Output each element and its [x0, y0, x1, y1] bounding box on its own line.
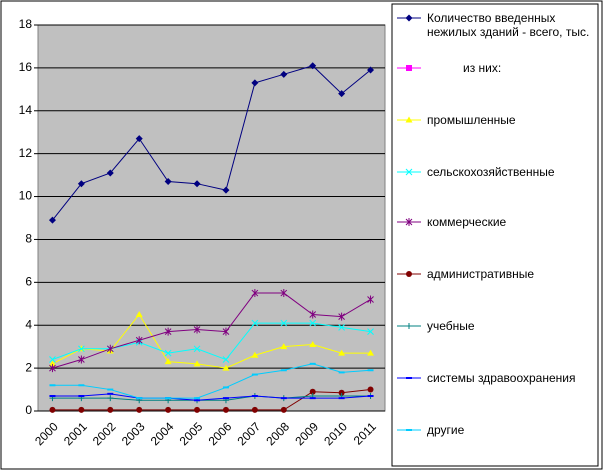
marker — [309, 62, 317, 70]
marker — [280, 343, 288, 350]
marker — [367, 386, 374, 393]
marker — [194, 406, 201, 413]
marker — [107, 395, 114, 402]
marker — [48, 360, 56, 367]
legend-label: сельскохозяйственные — [427, 165, 555, 179]
marker — [222, 406, 229, 413]
marker — [49, 356, 56, 363]
marker — [78, 345, 85, 353]
marker — [49, 406, 56, 413]
marker — [367, 349, 375, 356]
marker — [193, 345, 201, 353]
marker — [78, 406, 85, 413]
marker — [135, 336, 143, 345]
marker — [338, 312, 345, 321]
marker — [338, 324, 345, 331]
marker — [193, 180, 201, 188]
marker — [222, 186, 230, 194]
series-line — [52, 292, 371, 369]
legend-label: административные — [427, 267, 535, 281]
legend-box — [391, 3, 599, 467]
y-tick-label: 16 — [19, 60, 33, 74]
y-tick-label: 2 — [25, 360, 32, 374]
marker — [367, 66, 375, 74]
marker — [251, 351, 259, 358]
legend-label: системы здравоохранения — [427, 371, 576, 385]
series-line — [52, 395, 371, 401]
series-line — [52, 393, 371, 401]
marker — [280, 406, 287, 413]
legend-label: Количество введенных нежилых зданий - вс… — [427, 11, 590, 39]
plot-area — [37, 24, 386, 412]
legend-label: учебные — [427, 319, 475, 333]
marker — [309, 341, 317, 348]
marker — [222, 356, 230, 363]
y-tick-label: 10 — [19, 189, 33, 203]
y-tick-label: 14 — [19, 103, 33, 117]
marker — [136, 406, 143, 413]
y-tick-label: 0 — [25, 403, 32, 417]
marker — [77, 180, 85, 188]
series-line — [52, 322, 371, 361]
y-tick-label: 8 — [25, 232, 32, 246]
marker — [135, 311, 143, 317]
legend-label: коммерческие — [427, 215, 507, 229]
marker — [251, 406, 258, 413]
marker — [164, 178, 172, 186]
marker — [165, 406, 172, 413]
marker — [309, 388, 316, 395]
y-tick-label: 18 — [19, 17, 33, 31]
marker — [251, 289, 259, 298]
marker — [251, 79, 259, 87]
marker — [251, 319, 259, 327]
marker — [367, 295, 374, 304]
marker — [222, 364, 230, 371]
legend-marker — [405, 14, 413, 22]
marker — [106, 169, 114, 177]
marker — [309, 310, 317, 319]
marker — [338, 90, 346, 98]
marker — [222, 327, 230, 336]
marker — [106, 344, 114, 353]
marker — [193, 325, 201, 334]
marker — [135, 135, 143, 143]
legend-marker — [405, 168, 413, 176]
series-line — [52, 363, 371, 399]
marker — [309, 319, 317, 327]
marker — [367, 328, 374, 336]
legend-label: из них: — [463, 61, 502, 75]
legend-marker — [406, 65, 412, 71]
marker — [280, 289, 288, 298]
y-tick-label: 6 — [25, 275, 32, 289]
legend-marker — [405, 218, 413, 226]
y-tick-label: 4 — [25, 317, 32, 331]
marker — [164, 327, 172, 336]
legend-marker — [406, 271, 412, 277]
marker — [164, 349, 172, 357]
series-line — [52, 65, 371, 221]
marker — [164, 358, 172, 365]
marker — [280, 319, 288, 327]
legend-marker — [406, 323, 412, 329]
marker — [78, 355, 85, 364]
series-line — [52, 389, 371, 411]
legend-marker — [405, 116, 413, 123]
marker — [107, 406, 114, 413]
y-tick-label: 12 — [19, 146, 33, 160]
marker — [193, 360, 201, 367]
legend-label: промышленные — [427, 113, 516, 127]
marker — [48, 216, 56, 224]
marker — [49, 364, 56, 373]
marker — [338, 389, 345, 396]
marker — [338, 349, 346, 356]
marker — [280, 70, 288, 78]
legend-label: другие — [427, 423, 465, 437]
